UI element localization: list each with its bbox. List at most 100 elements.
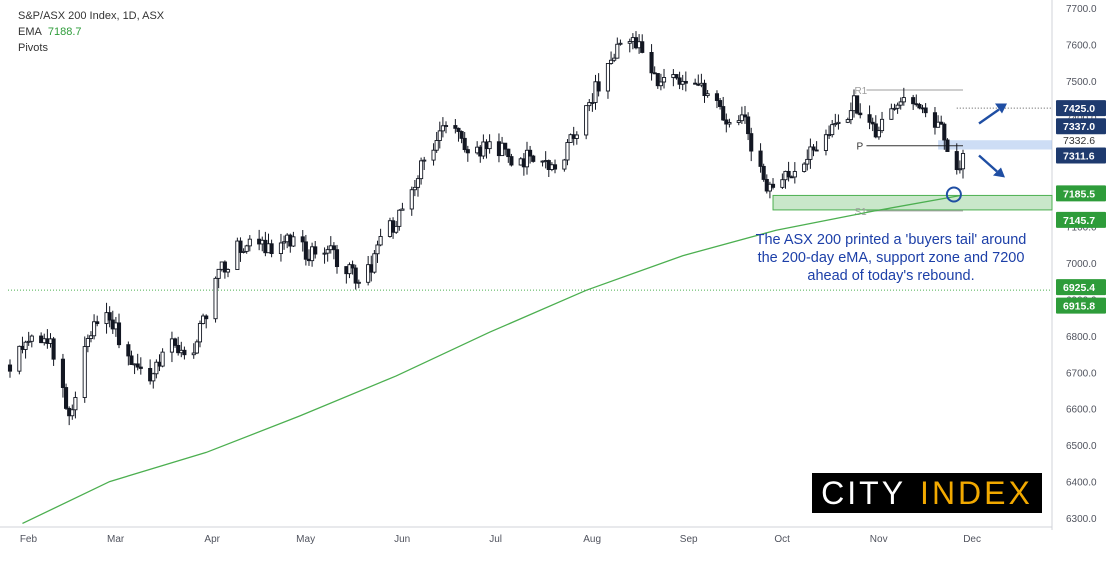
candle-body [235, 240, 240, 270]
candle-body [216, 268, 221, 279]
candle-body [70, 409, 75, 417]
ema-value: 7188.7 [47, 26, 82, 38]
candle-body [605, 63, 611, 92]
candle-body [303, 241, 308, 260]
candle-body [615, 43, 620, 59]
up-arrow-shaft [978, 108, 1000, 125]
annotation-line-3: ahead of today's rebound. [807, 268, 975, 284]
candle-body [503, 142, 508, 150]
candle-body [282, 241, 287, 244]
candle-body [366, 264, 371, 283]
candle-body [742, 114, 748, 118]
candle-body [138, 366, 143, 369]
candle-body [858, 112, 863, 116]
candle-body [116, 322, 122, 346]
price-tag-box [1056, 118, 1106, 135]
price-tag-box [1056, 211, 1106, 228]
candle-body [808, 146, 813, 160]
candle-body [612, 57, 617, 61]
candle-body [375, 244, 380, 255]
candle-body [936, 121, 941, 128]
candle-body [683, 80, 688, 84]
down-arrow-head [993, 167, 1005, 178]
candle-body [409, 189, 414, 210]
candle-body [241, 250, 246, 253]
pivot-s1-label: S1 [854, 207, 867, 218]
candle-body [506, 148, 511, 158]
candle-body [827, 134, 832, 137]
price-tag-label: 7311.6 [1063, 150, 1095, 162]
price-tag-label: 7337.0 [1063, 121, 1095, 133]
candle-body [805, 158, 810, 165]
candle-body [811, 146, 816, 151]
candle-body [718, 100, 723, 107]
down-arrow-shaft [978, 154, 998, 173]
candle-body [197, 323, 203, 343]
candle-body [524, 149, 530, 168]
buyers-tail-marker [945, 186, 962, 203]
up-arrow-head [995, 103, 1007, 114]
candle-body [596, 81, 601, 92]
price-tag-label: 6915.8 [1063, 301, 1095, 313]
x-tick-label: Jun [394, 534, 410, 545]
pivot-p-label: P [856, 142, 863, 153]
candle-body [867, 114, 872, 123]
candle-body [833, 123, 838, 126]
candle-body [151, 373, 156, 382]
price-tag-label: 7332.6 [1063, 135, 1095, 147]
candle-body [830, 124, 835, 136]
candle-body [291, 236, 296, 247]
x-tick-label: Oct [774, 534, 790, 545]
pivot-r1-label: R1 [854, 86, 867, 97]
candle-body [459, 131, 464, 139]
candle-body [415, 178, 421, 188]
candle-body [453, 125, 458, 129]
candle-body [618, 42, 623, 45]
candle-body [749, 133, 754, 152]
candle-body [73, 397, 78, 411]
candle-body [848, 110, 853, 121]
candle-body [88, 335, 94, 339]
candle-body [160, 351, 165, 367]
city-index-logo: CITY INDEX [812, 473, 1042, 513]
x-tick-label: Jul [489, 534, 502, 545]
candle-body [322, 252, 327, 255]
candle-body [325, 249, 330, 254]
candle-body [823, 134, 829, 151]
candle-body [674, 74, 679, 79]
candle-body [191, 352, 196, 356]
candle-body [422, 159, 427, 162]
logo-word-city: CITY [821, 474, 907, 511]
candle-body [85, 338, 90, 348]
candle-body [17, 345, 22, 372]
candle-body [917, 104, 922, 109]
y-tick-label: 6700.0 [1066, 368, 1097, 379]
candle-body [836, 121, 841, 124]
candle-body [353, 267, 358, 284]
candle-body [431, 149, 436, 161]
price-tag-box [1056, 147, 1106, 164]
price-tag-box [1056, 185, 1106, 202]
candle-body [761, 165, 766, 180]
candle-body [154, 361, 159, 375]
chart-legend: S&P/ASX 200 Index, 1D, ASX EMA 7188.7 Piv… [18, 8, 164, 56]
candle-body [590, 102, 595, 104]
candle-body [957, 168, 962, 171]
candle-body [225, 269, 231, 273]
candle-body [746, 116, 751, 135]
candle-body [727, 122, 732, 125]
candle-body [901, 97, 906, 103]
candle-body [855, 95, 860, 114]
candle-body [705, 93, 710, 97]
candle-body [792, 171, 797, 178]
candle-body [487, 141, 492, 150]
candle-body [898, 101, 903, 106]
candle-body [960, 153, 966, 170]
candle-body [347, 264, 352, 275]
candle-body [814, 149, 819, 152]
candle-body [954, 151, 959, 170]
candle-body [876, 130, 881, 138]
price-tag-label: 6925.4 [1063, 282, 1095, 294]
